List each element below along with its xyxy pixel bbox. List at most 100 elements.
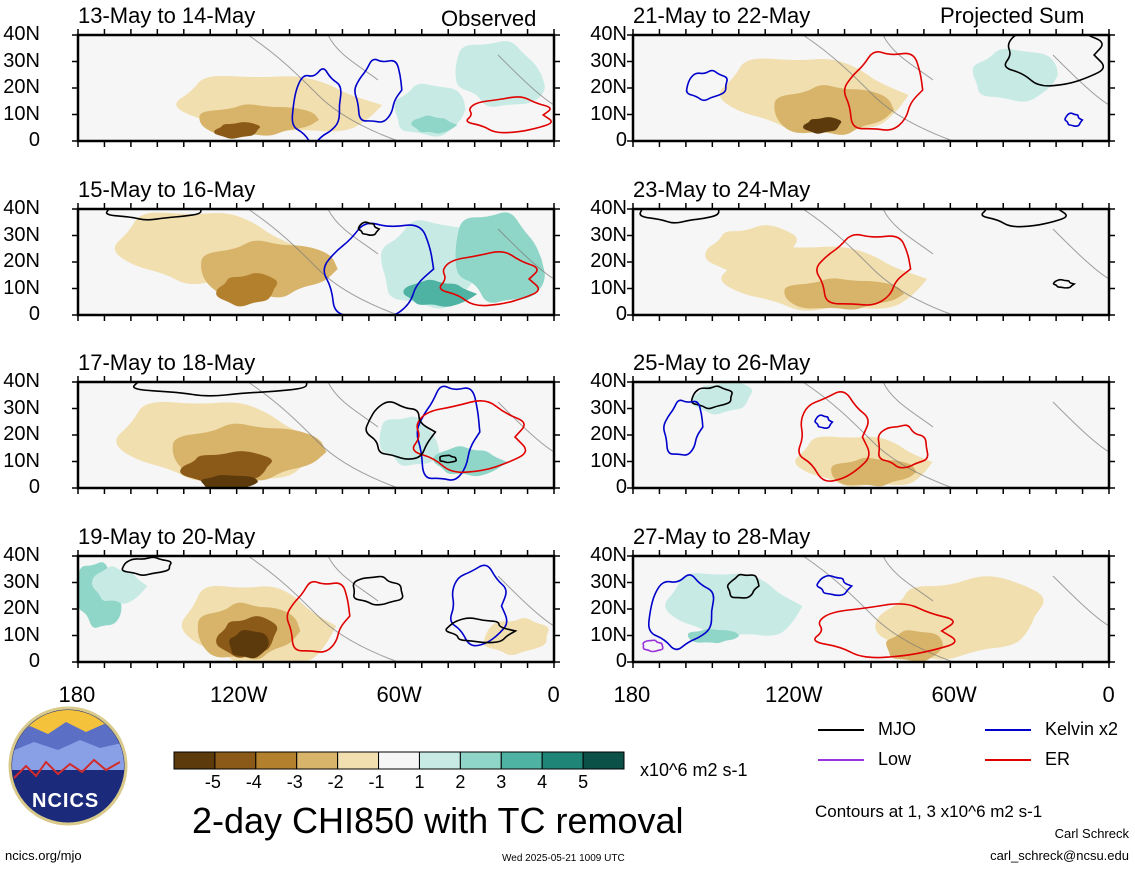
projected-sum-tag: Projected Sum [940,3,1085,28]
panel-title: 21-May to 22-May [633,3,811,28]
map-panel-left-4 [72,550,560,668]
lat-tick-label: 0 [615,650,627,672]
shading-area [411,115,458,134]
contour-er [286,580,351,653]
contour-mjo [132,382,309,397]
contour-low [642,639,664,653]
contour-er [843,51,924,131]
colorbar-swatch [296,751,339,770]
contour-kelvin-x2 [323,222,435,315]
map-panel-right-3 [627,376,1115,494]
map-panel-left-1 [72,29,560,147]
contour-er [816,233,912,306]
legend-label: ER [1045,749,1071,769]
shading-area [691,382,753,415]
shading-area [201,475,258,488]
lon-tick-label: 180 [58,682,96,707]
panel-title: 19-May to 20-May [78,524,256,549]
map-panel-left-2 [72,203,560,321]
contour-er [439,251,540,307]
lat-tick-label: 30N [590,223,627,246]
contour-kelvin-x2 [1064,112,1084,127]
lon-tick-label: 0 [547,682,560,707]
lon-tick-label: 120W [765,682,823,707]
lat-tick-label: 20N [3,250,40,272]
coastline [247,35,554,141]
coastline [247,556,554,662]
shading-area [687,628,740,644]
contour-er [412,400,527,474]
lat-tick-label: 20N [3,597,40,619]
legend-label: Low [878,749,912,769]
figure-title: 2-day CHI850 with TC removal [192,800,684,841]
lat-tick-label: 40N [3,544,40,566]
contour-kelvin-x2 [450,564,508,647]
contour-er [798,391,870,482]
panel-title: 15-May to 16-May [78,177,256,202]
shading-area [214,122,260,139]
coastline [802,209,1109,315]
colorbar-swatch [541,751,584,770]
lat-tick-label: 10N [3,276,40,299]
lat-tick-label: 10N [590,102,627,125]
colorbar [173,751,625,770]
lat-tick-label: 20N [590,423,627,445]
observed-tag: Observed [441,6,537,31]
website-link[interactable]: ncics.org/mjo [5,848,82,863]
contour-mjo [1052,278,1077,289]
shading-area [216,273,278,307]
lat-tick-label: 10N [590,449,627,472]
colorbar-swatch [173,751,216,770]
contour-note: Contours at 1, 3 x10^6 m2 s-1 [815,802,1043,821]
lat-tick-label: 0 [615,129,627,151]
shading-area [455,212,545,303]
lat-tick-label: 40N [590,197,627,219]
shading-area [705,225,797,276]
colorbar-tick-label: 2 [455,772,466,792]
map-panel-right-1 [627,29,1115,147]
lon-tick-label: 120W [210,682,268,707]
contour-mjo [121,556,172,576]
map-panel-right-4 [627,550,1115,668]
lat-tick-label: 30N [3,396,40,419]
ncics-logo [8,706,128,826]
colorbar-swatch [500,751,543,770]
coastline [802,35,1109,141]
contour-kelvin-x2 [291,68,342,141]
colorbar-tick-label: -1 [368,772,385,792]
colorbar-tick-label: -4 [245,772,262,792]
lat-tick-label: 30N [590,570,627,593]
lat-tick-label: 40N [3,197,40,219]
colorbar-tick-label: -2 [327,772,344,792]
colorbar-tick-label: 4 [537,772,548,792]
lat-tick-label: 30N [590,49,627,72]
contour-mjo [690,385,733,410]
lat-tick-label: 30N [3,570,40,593]
author-name: Carl Schreck [1054,826,1129,841]
lat-tick-label: 10N [590,623,627,646]
panel-title: 17-May to 18-May [78,350,256,375]
contour-kelvin-x2 [816,574,854,597]
lat-tick-label: 30N [3,223,40,246]
lat-tick-label: 30N [3,49,40,72]
lat-tick-label: 40N [3,370,40,392]
lat-tick-label: 0 [28,129,40,151]
lat-tick-label: 0 [28,303,40,325]
colorbar-swatch [418,751,461,770]
contour-kelvin-x2 [685,69,728,102]
timestamp: Wed 2025-05-21 1009 UTC [502,853,625,864]
lat-tick-label: 40N [3,23,40,45]
lat-tick-label: 20N [590,76,627,98]
shading-area [180,451,272,485]
contour-kelvin-x2 [663,399,704,456]
contour-mjo [639,209,720,224]
panel-title: 25-May to 26-May [633,350,811,375]
colorbar-tick-label: 3 [496,772,507,792]
colorbar-swatch [255,751,298,770]
shading-area [886,630,943,662]
contour-kelvin-x2 [354,58,403,123]
contour-er [877,424,929,469]
legend-label: MJO [878,719,916,739]
lat-tick-label: 0 [615,476,627,498]
